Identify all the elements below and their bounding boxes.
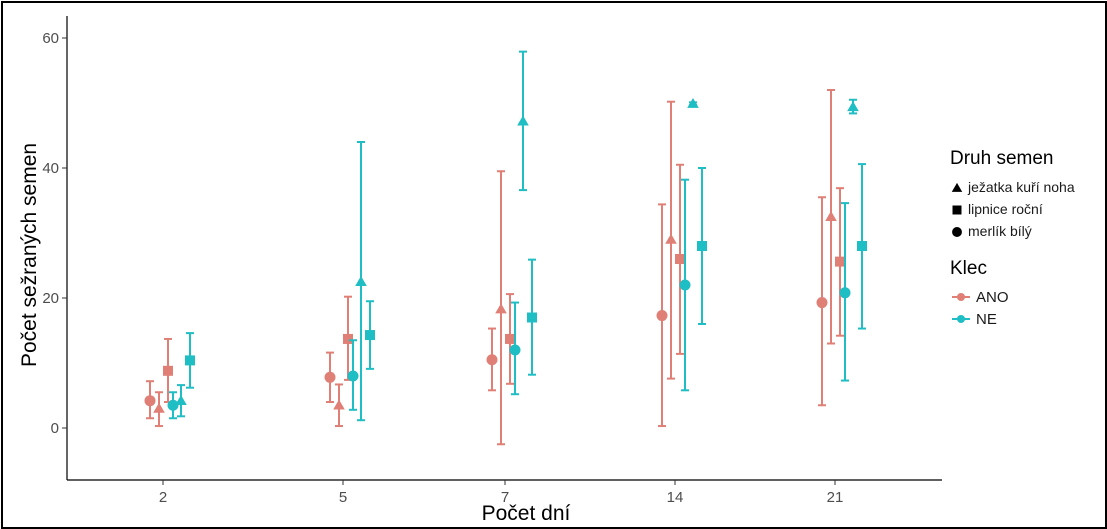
legend-key-color-icon: [952, 315, 970, 323]
data-point-circle: [167, 399, 179, 411]
legend-shape-items: ježatka kuří noha lipnice roční merlík bíl…: [950, 176, 1100, 242]
x-tick-label: 21: [827, 489, 844, 506]
data-point-triangle: [333, 399, 345, 410]
legend-item-label: NE: [976, 310, 997, 328]
legend-item: merlík bílý: [950, 220, 1100, 242]
legend-color: Klec ANO NE: [950, 258, 1100, 330]
data-point-square: [365, 330, 375, 341]
legend-key-color-icon: [952, 293, 970, 301]
legend-item-label: merlík bílý: [968, 223, 1032, 239]
series-ano: [153, 89, 837, 446]
legend-item: lipnice roční: [950, 198, 1100, 220]
data-point-circle: [324, 371, 336, 383]
data-point-circle: [839, 287, 851, 299]
data-point-circle: [816, 297, 828, 309]
data-point-circle: [679, 279, 691, 291]
data-point-triangle: [825, 211, 837, 222]
legend-key-dot: [957, 315, 965, 323]
x-tick-label: 5: [339, 489, 347, 506]
legend-item: ANO: [950, 286, 1100, 308]
data-point-square: [835, 256, 845, 267]
data-point-square: [505, 333, 515, 344]
legend-marker-circle: [952, 227, 962, 237]
legend-key-circle-icon: [952, 227, 962, 237]
data-point-circle: [509, 344, 521, 356]
legend-key-triangle-icon: [951, 182, 963, 192]
y-tick-label: 20: [42, 290, 59, 307]
series-ne: [185, 163, 867, 389]
data-point-triangle: [355, 276, 367, 287]
data-point-square: [857, 241, 867, 251]
data-point-circle: [144, 395, 156, 407]
data-point-square: [163, 365, 173, 376]
legend-item: ježatka kuří noha: [950, 176, 1100, 198]
legend-marker-triangle: [951, 182, 963, 192]
data-point-square: [185, 355, 195, 366]
data-point-triangle: [847, 101, 859, 112]
data-point-circle: [486, 354, 498, 366]
x-axis-title: Počet dní: [482, 502, 571, 525]
data-point-triangle: [665, 233, 677, 244]
series-ne: [175, 50, 859, 422]
data-point-triangle: [175, 395, 187, 405]
x-tick-label: 2: [159, 489, 167, 506]
legend-item-label: ANO: [976, 288, 1009, 306]
legend-item: NE: [950, 308, 1100, 330]
legend-key-dot: [957, 293, 965, 301]
legend-color-title: Klec: [950, 258, 987, 279]
legend-item-label: ježatka kuří noha: [968, 179, 1075, 195]
y-axis-title: Počet sežraných semen: [18, 143, 41, 367]
data-point-circle: [656, 310, 668, 322]
x-tick-label: 14: [667, 489, 684, 506]
legend-color-items: ANO NE: [950, 286, 1100, 330]
y-tick-label: 0: [51, 420, 59, 437]
y-tick-label: 40: [42, 160, 59, 177]
x-tick-label: 7: [501, 489, 509, 506]
data-point-square: [343, 333, 353, 344]
series-ano: [163, 163, 845, 403]
axes: 0 20 40 60 2 5 7 14 21: [42, 16, 942, 506]
legend-shape: Druh semen ježatka kuří noha lipnice ročn…: [950, 148, 1100, 242]
legend-key-square-icon: [952, 205, 962, 215]
legend-marker-square: [952, 205, 962, 215]
data-point-triangle: [153, 402, 165, 413]
data-point-square: [697, 241, 707, 251]
data-point-circle: [347, 370, 359, 382]
legend-shape-title: Druh semen: [950, 148, 1054, 169]
data-point-square: [675, 254, 685, 264]
legend: Druh semen ježatka kuří noha lipnice ročn…: [950, 148, 1100, 346]
series-ano: [144, 196, 828, 428]
data-point-square: [527, 312, 537, 323]
y-tick-label: 60: [42, 30, 59, 47]
legend-item-label: lipnice roční: [968, 201, 1043, 217]
data-point-triangle: [495, 303, 507, 314]
data-point-triangle: [687, 97, 699, 108]
series-ne: [167, 178, 851, 420]
data-point-triangle: [517, 115, 529, 126]
chart-marks: [144, 50, 867, 446]
